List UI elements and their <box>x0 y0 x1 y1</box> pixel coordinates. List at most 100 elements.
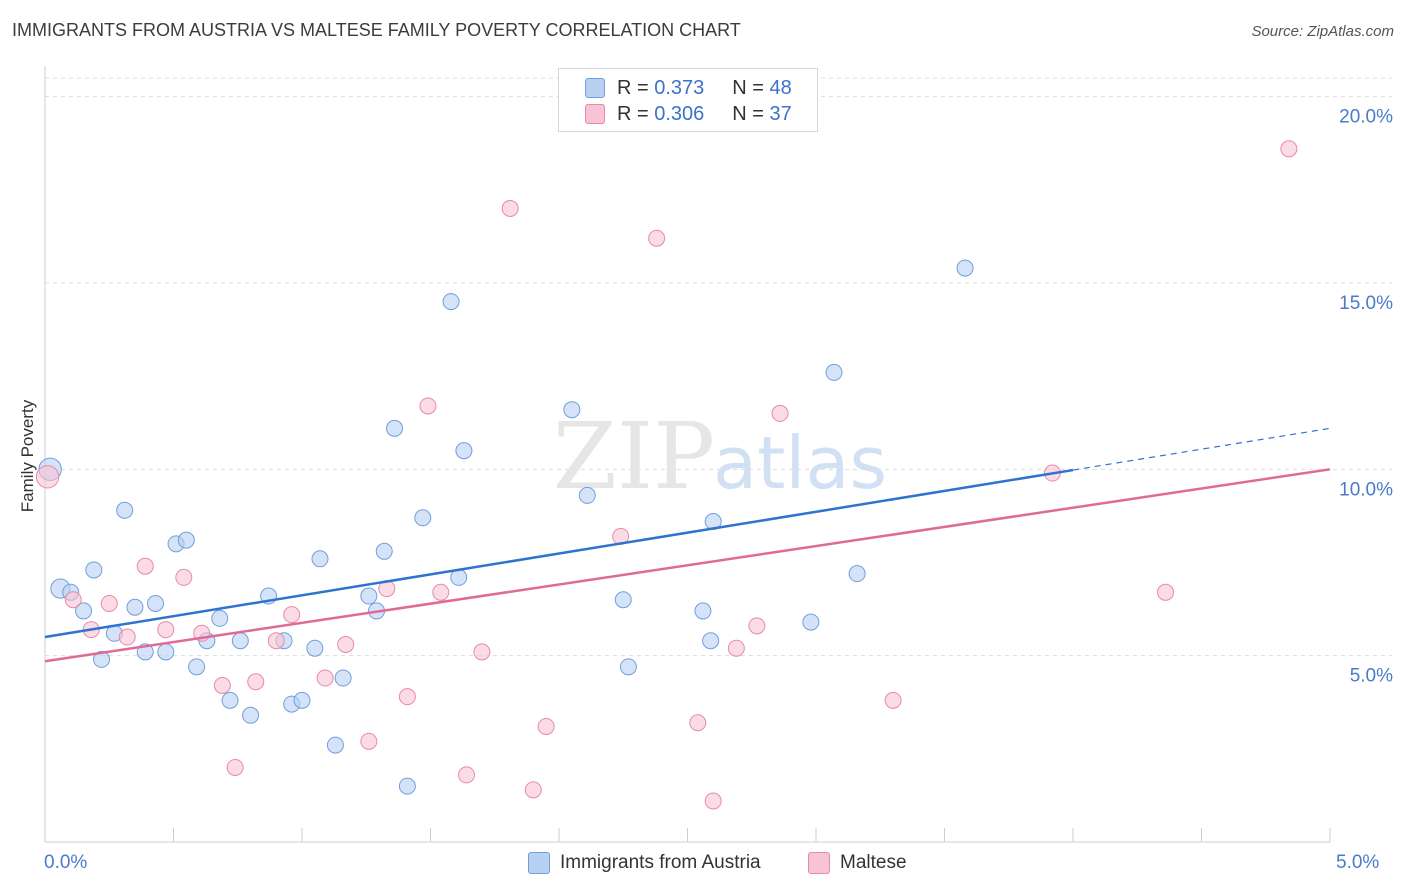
austria-point <box>147 594 165 612</box>
maltese-point <box>648 229 666 247</box>
maltese-point <box>501 199 519 217</box>
legend-label-austria: Immigrants from Austria <box>560 852 761 873</box>
austria-point <box>293 691 311 709</box>
maltese-point <box>1280 140 1298 158</box>
austria-point <box>414 509 432 527</box>
legend-row-maltese: R = 0.306 N = 37 <box>585 102 792 126</box>
watermark: ZIP atlas <box>553 403 887 510</box>
maltese-point <box>213 676 231 694</box>
legend-swatch-maltese <box>585 104 605 124</box>
austria-point <box>157 643 175 661</box>
maltese-point <box>267 632 285 650</box>
maltese-point <box>771 404 789 422</box>
austria-point <box>825 363 843 381</box>
n-label: N = <box>732 102 764 125</box>
austria-point <box>956 259 974 277</box>
maltese-point <box>100 594 118 612</box>
legend-item-austria[interactable]: Immigrants from Austria <box>528 852 761 874</box>
austria-point <box>614 591 632 609</box>
austria-point <box>386 419 404 437</box>
source-label: Source: ZipAtlas.com <box>1251 23 1394 40</box>
austria-point <box>116 501 134 519</box>
austria-point <box>177 531 195 549</box>
austria-point <box>375 542 393 560</box>
maltese-point <box>283 606 301 624</box>
maltese-point <box>35 465 60 489</box>
r-value-maltese: 0.306 <box>654 102 705 125</box>
austria-point <box>578 486 596 504</box>
legend-swatch-austria <box>585 78 605 98</box>
r-label: R = <box>617 76 649 99</box>
austria-point <box>188 658 206 676</box>
maltese-point <box>226 758 244 776</box>
austria-point <box>242 706 260 724</box>
n-value-austria: 48 <box>769 76 792 99</box>
maltese-point <box>689 714 707 732</box>
x-tick-label-min: 0.0% <box>44 852 88 873</box>
austria-point <box>211 609 229 627</box>
austria-point <box>848 565 866 583</box>
austria-trend-line <box>44 468 1074 639</box>
austria-point <box>311 550 329 568</box>
austria-point <box>334 669 352 687</box>
r-value-austria: 0.373 <box>654 76 705 99</box>
legend-row-austria: R = 0.373 N = 48 <box>585 76 792 100</box>
austria-trend-extension <box>1072 427 1331 471</box>
maltese-point <box>457 766 475 784</box>
maltese-point <box>524 781 542 799</box>
n-value-maltese: 37 <box>769 102 792 125</box>
maltese-point <box>537 717 555 735</box>
y-tick-labels: 5.0% 10.0% 15.0% 20.0% <box>1339 107 1393 687</box>
austria-point <box>694 602 712 620</box>
y-tick-label: 5.0% <box>1350 666 1393 687</box>
y-tick-label: 10.0% <box>1339 479 1393 500</box>
maltese-point <box>64 591 82 609</box>
maltese-point <box>1157 583 1175 601</box>
maltese-point <box>419 397 437 415</box>
legend-swatch-austria <box>528 852 550 874</box>
austria-point <box>802 613 820 631</box>
r-label: R = <box>617 102 649 125</box>
austria-point <box>126 598 144 616</box>
x-tick-label-max: 5.0% <box>1336 852 1380 873</box>
trend-lines <box>44 427 1331 663</box>
axes <box>44 66 1331 843</box>
maltese-point <box>432 583 450 601</box>
maltese-point <box>884 691 902 709</box>
austria-point <box>442 293 460 311</box>
maltese-point <box>727 639 745 657</box>
y-tick-label: 20.0% <box>1339 107 1393 128</box>
maltese-point <box>175 568 193 586</box>
austria-point <box>221 691 239 709</box>
y-tick-label: 15.0% <box>1339 293 1393 314</box>
austria-point <box>398 777 416 795</box>
austria-point <box>702 632 720 650</box>
watermark-atlas: atlas <box>713 421 887 505</box>
legend-item-maltese[interactable]: Maltese <box>808 852 907 874</box>
maltese-point <box>157 621 175 639</box>
austria-point <box>75 602 93 620</box>
austria-point <box>231 632 249 650</box>
austria-point <box>360 587 378 605</box>
data-points <box>35 140 1298 810</box>
maltese-point <box>136 557 154 575</box>
maltese-point <box>337 635 355 653</box>
maltese-point <box>398 688 416 706</box>
austria-point <box>326 736 344 754</box>
n-label: N = <box>732 76 764 99</box>
maltese-point <box>748 617 766 635</box>
austria-point <box>563 401 581 419</box>
series-legend: Immigrants from Austria Maltese <box>0 852 1406 878</box>
maltese-point <box>118 628 136 646</box>
legend-swatch-maltese <box>808 852 830 874</box>
grid-lines <box>45 77 1392 657</box>
austria-point <box>85 561 103 579</box>
chart-title: IMMIGRANTS FROM AUSTRIA VS MALTESE FAMIL… <box>12 20 741 40</box>
maltese-point <box>473 643 491 661</box>
austria-point <box>306 639 324 657</box>
maltese-point <box>316 669 334 687</box>
maltese-point <box>704 792 722 810</box>
austria-point <box>93 650 111 668</box>
maltese-trend-line <box>44 468 1331 663</box>
